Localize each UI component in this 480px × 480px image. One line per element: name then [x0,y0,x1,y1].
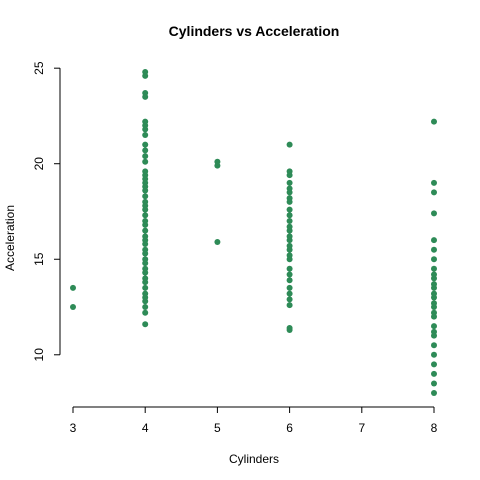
data-point [431,323,437,330]
data-point [431,265,437,272]
data-point [431,380,437,387]
x-tick-label: 5 [214,421,221,435]
x-tick-label: 3 [70,421,77,435]
data-point [70,284,76,291]
data-point [142,72,149,79]
data-point [142,158,149,165]
data-point [142,227,149,234]
data-point [431,256,437,263]
data-point [142,187,149,194]
data-point [286,284,293,291]
data-point [286,218,293,225]
data-point [142,212,149,219]
data-point [431,275,437,282]
data-point [70,304,76,311]
x-tick-label: 4 [142,421,149,435]
data-point [142,126,149,133]
data-point [142,93,149,100]
chart-title: Cylinders vs Acceleration [169,23,340,39]
data-point [431,390,437,396]
data-point [431,313,437,320]
x-tick-label: 7 [358,421,365,435]
data-point [142,147,149,154]
data-point [286,296,293,303]
data-point [142,250,149,257]
data-point [286,277,293,284]
data-point [431,210,437,217]
x-tick-label: 8 [431,421,438,435]
y-tick-label: 20 [32,157,46,171]
data-point [142,309,149,316]
data-point [142,132,149,139]
data-point [286,246,293,253]
data-point [142,304,149,311]
data-point [142,153,149,160]
data-point [286,212,293,219]
y-tick-label: 10 [32,348,46,362]
data-point [142,269,149,276]
data-points [70,69,437,396]
data-point [286,290,293,297]
data-point [431,370,437,377]
data-point [431,342,437,349]
data-point [286,237,293,244]
data-point [142,298,149,305]
data-point [286,206,293,213]
data-point [142,193,149,200]
data-point [431,246,437,253]
data-point [431,361,437,368]
data-point [431,118,437,125]
data-point [286,189,293,196]
data-point [142,221,149,228]
data-point [431,304,437,311]
data-point [214,162,221,169]
data-point [142,141,149,148]
data-point [142,321,149,328]
data-point [286,227,293,234]
data-point [431,237,437,244]
x-axis-label: Cylinders [229,452,279,466]
data-point [431,332,437,339]
data-point [286,256,293,263]
y-axis: 10 15 20 25 [32,61,61,362]
data-point [431,294,437,301]
data-point [142,260,149,267]
data-point [286,179,293,186]
data-point [286,302,293,309]
y-tick-label: 25 [32,61,46,75]
data-point [286,172,293,179]
data-point [286,141,293,148]
y-axis-label: Acceleration [3,205,17,271]
data-point [431,351,437,358]
data-point [142,206,149,213]
data-point [142,284,149,291]
data-point [286,265,293,272]
data-point [142,240,149,247]
data-point [431,189,437,196]
data-point [142,279,149,286]
data-point [286,271,293,278]
data-point [286,326,293,333]
x-axis: 3 4 5 6 7 8 [70,406,438,435]
data-point [214,239,221,246]
data-point [431,284,437,291]
x-tick-label: 6 [286,421,293,435]
data-point [286,198,293,205]
y-tick-label: 15 [32,252,46,266]
data-point [431,179,437,186]
